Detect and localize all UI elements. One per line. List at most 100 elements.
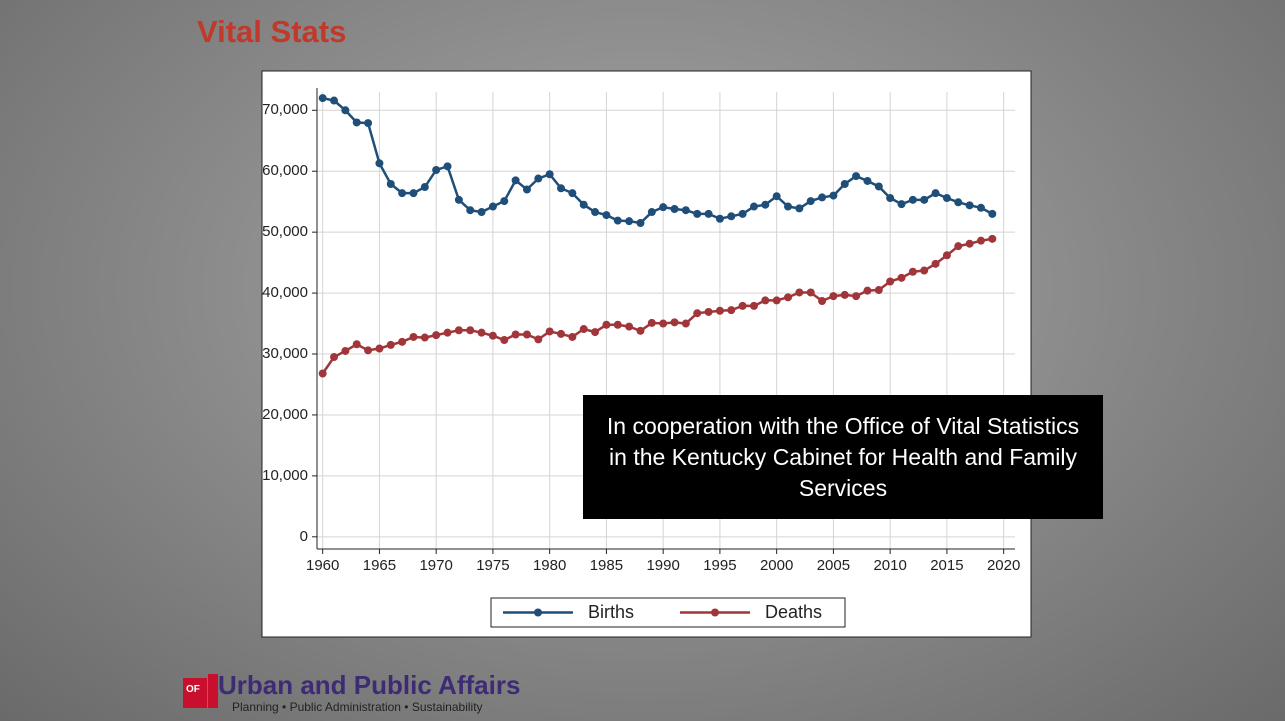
data-point	[522, 330, 531, 339]
data-point	[659, 319, 668, 328]
x-tick-label: 1990	[646, 557, 679, 574]
y-tick-label: 40,000	[262, 284, 308, 301]
data-point	[659, 203, 668, 212]
data-point	[863, 286, 872, 295]
data-point	[579, 200, 588, 209]
data-point	[557, 184, 566, 193]
data-point	[466, 206, 475, 215]
y-tick-label: 0	[300, 528, 308, 545]
data-point	[443, 328, 452, 337]
data-point	[386, 340, 395, 349]
data-point	[420, 333, 429, 342]
data-point	[636, 326, 645, 335]
data-point	[545, 327, 554, 336]
data-point	[534, 174, 543, 183]
data-point	[466, 326, 475, 335]
data-point	[829, 191, 838, 200]
data-point	[852, 172, 861, 181]
data-point	[704, 209, 713, 218]
x-tick-label: 2010	[873, 557, 906, 574]
data-point	[579, 325, 588, 334]
x-tick-label: 2020	[987, 557, 1020, 574]
data-point	[954, 198, 963, 207]
data-point	[500, 197, 509, 206]
data-point	[477, 208, 486, 217]
data-point	[795, 204, 804, 213]
x-tick-label: 1965	[363, 557, 396, 574]
data-point	[681, 206, 690, 215]
y-tick-label: 70,000	[262, 101, 308, 118]
data-point	[568, 189, 577, 198]
x-tick-label: 1970	[419, 557, 452, 574]
data-point	[874, 286, 883, 295]
data-point	[511, 176, 520, 185]
data-point	[863, 176, 872, 185]
data-point	[784, 293, 793, 302]
legend-swatch	[534, 608, 542, 617]
data-point	[557, 329, 566, 338]
annotation: In cooperation with the Office of Vital …	[583, 395, 1103, 519]
y-tick-label: 20,000	[262, 406, 308, 423]
y-tick-label: 60,000	[262, 162, 308, 179]
data-point	[454, 326, 463, 335]
data-point	[500, 335, 509, 344]
data-point	[386, 180, 395, 189]
data-point	[330, 353, 339, 362]
data-point	[908, 195, 917, 204]
x-tick-label: 1960	[306, 557, 339, 574]
data-point	[738, 301, 747, 310]
logo-text: OF	[186, 684, 200, 695]
data-point	[647, 318, 656, 327]
data-point	[330, 96, 339, 105]
data-point	[920, 195, 929, 204]
data-point	[591, 328, 600, 337]
data-point	[477, 328, 486, 337]
data-point	[409, 189, 418, 198]
data-point	[942, 251, 951, 260]
data-point	[886, 194, 895, 203]
data-point	[727, 212, 736, 221]
x-tick-label: 2000	[760, 557, 793, 574]
data-point	[647, 208, 656, 217]
data-point	[761, 296, 770, 305]
data-point	[897, 273, 906, 282]
data-point	[931, 259, 940, 268]
data-point	[772, 192, 781, 201]
data-point	[420, 183, 429, 192]
data-point	[693, 209, 702, 218]
data-point	[364, 346, 373, 355]
data-point	[886, 277, 895, 286]
data-point	[488, 331, 497, 340]
data-point	[613, 320, 622, 329]
data-point	[727, 306, 736, 315]
data-point	[318, 94, 327, 103]
data-point	[545, 170, 554, 179]
data-point	[602, 320, 611, 329]
data-point	[715, 306, 724, 315]
slide-title: Vital Stats	[197, 14, 347, 49]
x-tick-label: 1975	[476, 557, 509, 574]
footer-title: Urban and Public Affairs	[218, 670, 521, 700]
data-point	[625, 217, 634, 226]
y-tick-label: 50,000	[262, 223, 308, 240]
data-point	[432, 331, 441, 340]
data-point	[318, 369, 327, 378]
logo	[183, 678, 207, 708]
data-point	[488, 202, 497, 211]
logo	[208, 674, 218, 708]
data-point	[715, 214, 724, 223]
data-point	[897, 200, 906, 209]
data-point	[704, 307, 713, 316]
data-point	[409, 332, 418, 341]
y-tick-label: 10,000	[262, 467, 308, 484]
data-point	[613, 216, 622, 225]
data-point	[522, 185, 531, 194]
x-tick-label: 1985	[590, 557, 623, 574]
y-tick-label: 30,000	[262, 345, 308, 362]
data-point	[852, 292, 861, 301]
data-point	[398, 189, 407, 198]
data-point	[341, 346, 350, 355]
data-point	[965, 239, 974, 248]
x-tick-label: 1995	[703, 557, 736, 574]
